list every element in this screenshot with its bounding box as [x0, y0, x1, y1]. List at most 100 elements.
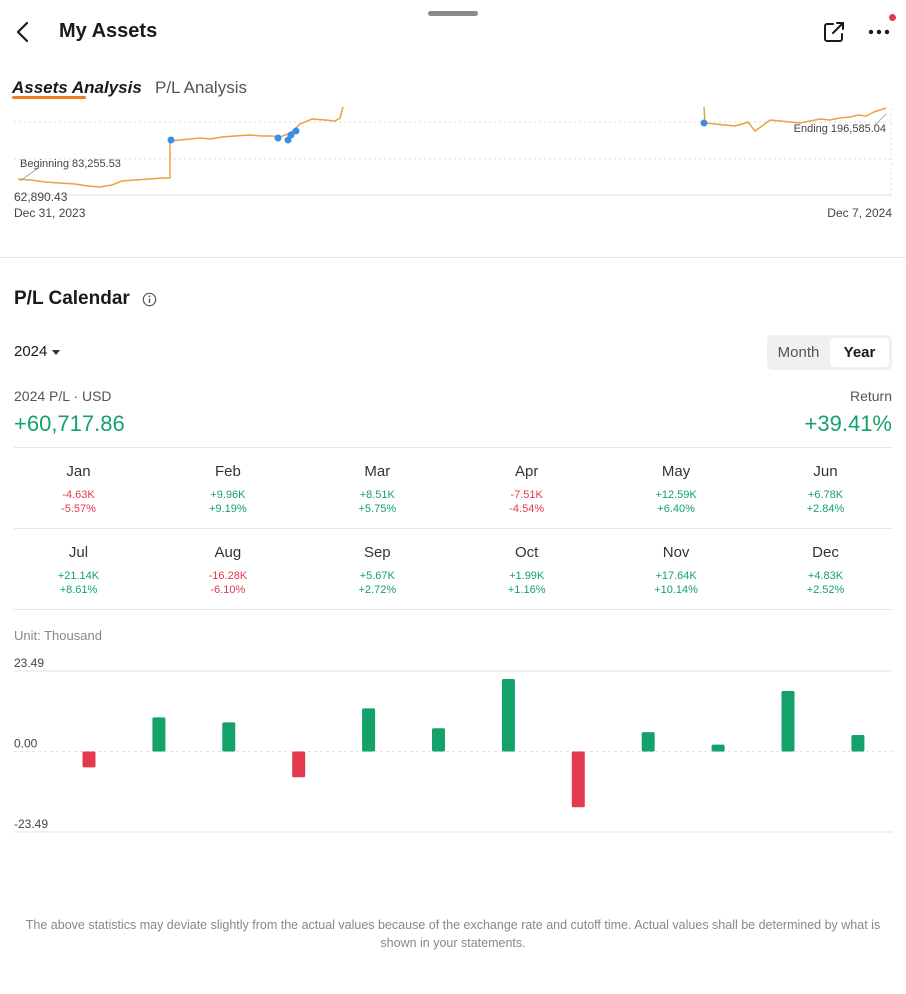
month-name: Sep: [363, 544, 391, 561]
month-pl-amount: +12.59K: [655, 489, 697, 501]
assets-line-left: [17, 106, 344, 188]
info-icon[interactable]: [142, 292, 157, 307]
period-segmented-control: Month Year: [767, 335, 892, 370]
y-tick-label: -23.49: [14, 817, 48, 831]
more-button[interactable]: [864, 18, 894, 46]
header: My Assets: [0, 0, 906, 64]
pl-calendar-title: P/L Calendar: [14, 288, 130, 309]
month-pl-amount: +1.99K: [509, 570, 545, 582]
monthly-pl-bar-chart: 23.49 0.00 -23.49: [0, 655, 906, 845]
month-name: May: [661, 463, 691, 480]
trade-marker: [274, 134, 282, 142]
bar-sep[interactable]: [641, 732, 655, 752]
month-pl-percent: -5.57%: [61, 503, 96, 515]
month-name: Jul: [68, 544, 89, 561]
trade-marker: [167, 136, 175, 144]
month-pl-amount: -7.51K: [510, 489, 543, 501]
bar-jul[interactable]: [501, 679, 515, 752]
month-cell-dec[interactable]: Dec +4.83K +2.52%: [751, 529, 900, 609]
segment-year[interactable]: Year: [830, 338, 889, 367]
month-pl-percent: +2.84%: [806, 503, 845, 515]
unit-label: Unit: Thousand: [14, 628, 102, 643]
return-value: +39.41%: [804, 411, 892, 436]
share-button[interactable]: [820, 18, 848, 46]
section-divider: [0, 257, 906, 258]
month-name: Feb: [214, 463, 241, 480]
calendar-divider: [14, 528, 892, 529]
calendar-divider: [14, 609, 892, 610]
min-value-label: 62,890.43: [14, 190, 68, 204]
pl-label: 2024 P/L · USD: [14, 388, 112, 404]
page-title: My Assets: [59, 20, 158, 42]
bar-jan[interactable]: [82, 751, 96, 768]
tab-assets-analysis[interactable]: Assets Analysis: [12, 78, 142, 97]
disclaimer-text: The above statistics may deviate slightl…: [25, 918, 881, 950]
trade-marker: [700, 119, 708, 127]
month-pl-percent: -4.54%: [509, 503, 545, 515]
month-pl-percent: +6.40%: [657, 503, 695, 515]
bar-may[interactable]: [362, 708, 376, 752]
month-pl-amount: +8.51K: [359, 489, 395, 501]
month-cell-aug[interactable]: Aug -16.28K -6.10%: [153, 529, 302, 609]
trade-marker: [292, 127, 300, 135]
active-tab-indicator: [12, 96, 86, 99]
bar-oct[interactable]: [711, 744, 725, 752]
return-label: Return: [849, 388, 892, 404]
month-name: Aug: [214, 544, 242, 561]
bar-aug[interactable]: [571, 751, 585, 808]
bar-apr[interactable]: [292, 751, 306, 778]
analysis-tabs: Assets Analysis P/L Analysis: [0, 72, 906, 108]
month-pl-percent: +1.16%: [507, 584, 546, 596]
month-pl-percent: +2.72%: [358, 584, 397, 596]
month-pl-amount: +5.67K: [359, 570, 395, 582]
back-button[interactable]: [10, 18, 38, 46]
month-cell-oct[interactable]: Oct +1.99K +1.16%: [452, 529, 601, 609]
month-pl-percent: +8.61%: [59, 584, 98, 596]
bar-dec[interactable]: [851, 734, 865, 752]
bar-nov[interactable]: [781, 691, 795, 752]
month-pl-percent: +5.75%: [358, 503, 397, 515]
bar-jun[interactable]: [432, 728, 445, 752]
month-name: Mar: [364, 463, 391, 480]
segment-month[interactable]: Month: [777, 344, 820, 361]
month-cell-may[interactable]: May +12.59K +6.40%: [602, 448, 751, 528]
month-cell-apr[interactable]: Apr -7.51K -4.54%: [452, 448, 601, 528]
trade-marker: [287, 131, 295, 139]
month-cell-jul[interactable]: Jul +21.14K +8.61%: [4, 529, 153, 609]
end-date-label: Dec 7, 2024: [827, 206, 892, 220]
year-dropdown[interactable]: 2024: [14, 343, 61, 360]
month-cell-jan[interactable]: Jan -4.63K -5.57%: [4, 448, 153, 528]
notification-dot: [889, 14, 896, 21]
month-cell-nov[interactable]: Nov +17.64K +10.14%: [602, 529, 751, 609]
month-pl-amount: +6.78K: [807, 489, 844, 501]
month-name: Oct: [515, 544, 539, 561]
month-name: Jun: [813, 463, 838, 480]
beginning-label: Beginning 83,255.53: [20, 158, 121, 170]
beginning-leader: [19, 167, 39, 182]
month-pl-amount: +17.64K: [655, 570, 697, 582]
bar-mar[interactable]: [222, 722, 236, 752]
month-pl-percent: +2.52%: [806, 584, 845, 596]
calendar-divider: [14, 447, 892, 448]
ending-label: Ending 196,585.04: [794, 123, 886, 135]
month-cell-jun[interactable]: Jun +6.78K +2.84%: [751, 448, 900, 528]
month-pl-percent: -6.10%: [210, 584, 246, 596]
chevron-left-icon: [16, 21, 29, 43]
month-cell-mar[interactable]: Mar +8.51K +5.75%: [303, 448, 452, 528]
month-name: Dec: [812, 544, 839, 561]
tab-pl-analysis[interactable]: P/L Analysis: [155, 78, 247, 97]
month-cell-sep[interactable]: Sep +5.67K +2.72%: [303, 529, 452, 609]
bar-feb[interactable]: [152, 717, 166, 752]
month-pl-percent: +10.14%: [654, 584, 698, 596]
month-pl-amount: -16.28K: [208, 570, 248, 582]
sheet-grabber[interactable]: [428, 11, 478, 16]
more-icon: [868, 29, 890, 35]
month-pl-amount: +4.83K: [807, 570, 844, 582]
ending-leader: [873, 113, 887, 127]
start-date-label: Dec 31, 2023: [14, 206, 86, 220]
assets-line-chart[interactable]: Beginning 83,255.53 Ending 196,585.04 62…: [0, 104, 906, 234]
month-cell-feb[interactable]: Feb +9.96K +9.19%: [153, 448, 302, 528]
y-tick-label: 0.00: [14, 737, 38, 751]
assets-line-right: [703, 106, 887, 133]
month-pl-amount: +21.14K: [57, 570, 100, 582]
